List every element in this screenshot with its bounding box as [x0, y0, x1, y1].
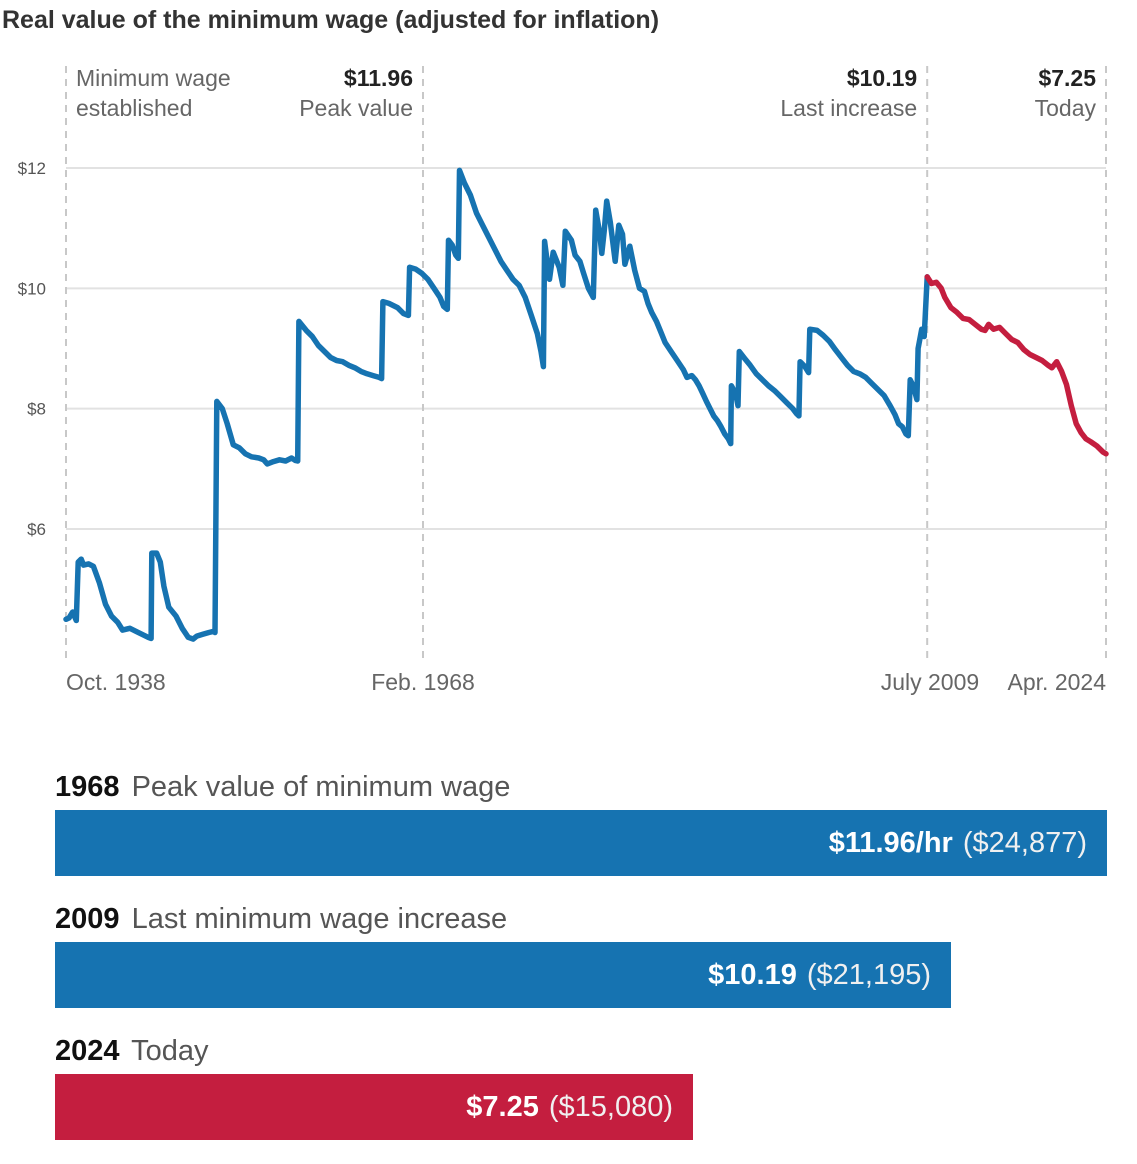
- chart-title: Real value of the minimum wage (adjusted…: [2, 6, 660, 34]
- summary-peak-text: Peak value of minimum wage: [131, 771, 511, 803]
- line-chart: $6 $8 $10 $12 Minimum wage established $11.96 P…: [18, 65, 1109, 695]
- summary-today-year: 2024: [55, 1035, 120, 1067]
- summary-today-text: Today: [131, 1035, 209, 1067]
- summary-last-increase: 2009 Last minimum wage increase $10.19 (…: [55, 900, 1107, 1032]
- y-tick-label: $12: [18, 159, 46, 178]
- summary-last-increase-text: Last minimum wage increase: [131, 903, 508, 935]
- summary-today-bar: $7.25 ($15,080): [55, 1074, 693, 1140]
- y-tick-label: $6: [27, 520, 46, 539]
- annotation-label: established: [76, 95, 192, 121]
- summary-today: 2024 Today $7.25 ($15,080): [55, 1032, 1107, 1164]
- summary-peak-annual: ($24,877): [962, 826, 1087, 859]
- summary-peak-year: 1968: [55, 771, 120, 803]
- annotation-label: Peak value: [299, 95, 413, 121]
- x-tick-label: Oct. 1938: [66, 669, 166, 695]
- summary-peak-value: $11.96/hr: [828, 826, 953, 859]
- summary-last-increase-value: $10.19: [708, 958, 797, 991]
- annotation-label: Minimum wage: [76, 65, 231, 91]
- annotation-label: Last increase: [780, 95, 917, 121]
- annotation-value: $10.19: [847, 65, 917, 91]
- series-line: [924, 274, 1109, 457]
- series-line: [63, 167, 930, 642]
- x-tick-label: Feb. 1968: [371, 669, 475, 695]
- annotation-label: Today: [1035, 95, 1097, 121]
- summary-last-increase-bar: $10.19 ($21,195): [55, 942, 951, 1008]
- annotation-value: $11.96: [344, 65, 413, 91]
- summary-today-value: $7.25: [466, 1090, 539, 1123]
- summary-last-increase-label: 2009 Last minimum wage increase: [55, 900, 1107, 942]
- summary-today-annual: ($15,080): [548, 1090, 673, 1123]
- x-tick-label: Apr. 2024: [1008, 669, 1107, 695]
- summary-peak: 1968 Peak value of minimum wage $11.96/h…: [55, 768, 1107, 900]
- summary-bars: 1968 Peak value of minimum wage $11.96/h…: [55, 768, 1107, 1164]
- summary-last-increase-annual: ($21,195): [806, 958, 931, 991]
- summary-peak-bar: $11.96/hr ($24,877): [55, 810, 1107, 876]
- summary-today-label: 2024 Today: [55, 1032, 1107, 1074]
- annotation-value: $7.25: [1038, 65, 1096, 91]
- summary-peak-label: 1968 Peak value of minimum wage: [55, 768, 1107, 810]
- y-tick-label: $8: [27, 400, 46, 419]
- summary-last-increase-year: 2009: [55, 903, 120, 935]
- x-tick-label: July 2009: [881, 669, 979, 695]
- y-tick-label: $10: [18, 279, 46, 298]
